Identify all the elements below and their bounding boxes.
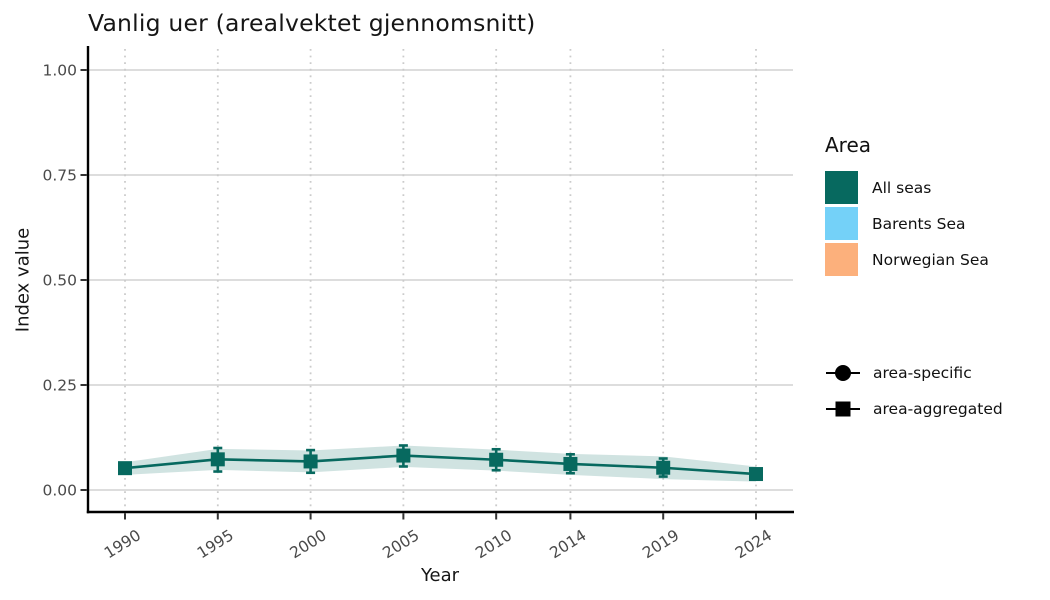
legend-item-area-aggregated: area-aggregated	[825, 395, 1003, 423]
data-point-marker	[118, 461, 132, 476]
confidence-ribbon	[125, 445, 756, 482]
legend-item-area-specific: area-specific	[825, 359, 1003, 387]
square-marker-icon	[826, 401, 860, 417]
y-tick-label: 1.00	[42, 62, 77, 80]
data-point-marker	[396, 448, 411, 463]
legend-item-label: area-specific	[873, 364, 972, 382]
legend-item-barents-sea: Barents Sea	[825, 207, 989, 240]
y-axis-title: Index value	[12, 227, 34, 333]
area-legend-title: Area	[825, 133, 872, 157]
data-point-marker	[489, 452, 504, 467]
x-tick-label: 2000	[287, 526, 330, 562]
legend-item-label: area-aggregated	[873, 400, 1003, 418]
legend-item-label: All seas	[872, 178, 932, 197]
y-tick-label: 0.25	[42, 377, 77, 395]
x-tick-label: 2019	[639, 526, 682, 562]
data-point-marker	[563, 456, 578, 471]
legend-item-norwegian-sea: Norwegian Sea	[825, 243, 989, 276]
x-tick-label: 2024	[732, 526, 775, 562]
barents-sea-swatch	[825, 207, 858, 240]
marker-type-legend: area-specific area-aggregated	[825, 359, 1003, 431]
legend-item-label: Barents Sea	[872, 214, 966, 233]
x-axis-title: Year	[420, 565, 460, 586]
circle-marker-icon	[826, 365, 860, 381]
x-tick-label: 2010	[472, 526, 515, 562]
x-tick-label: 2005	[380, 526, 423, 562]
y-tick-label: 0.00	[42, 482, 77, 500]
x-tick-label: 1995	[194, 526, 237, 562]
all-seas-swatch	[825, 171, 858, 204]
data-point-marker	[210, 452, 225, 467]
chart-title: Vanlig uer (arealvektet gjennomsnitt)	[88, 9, 536, 37]
plot-area: 0.00 0.25 0.50 0.75 1.00 1990 1995 2000 2005 2010…	[42, 46, 794, 562]
data-point-marker	[656, 460, 671, 475]
norwegian-sea-swatch	[825, 243, 858, 276]
y-tick-label: 0.75	[42, 167, 77, 185]
x-tick-label: 2014	[547, 526, 590, 562]
legend-item-all-seas: All seas	[825, 171, 989, 204]
data-point-marker	[303, 454, 318, 469]
area-legend: Area All seas Barents Sea Norwegian Sea	[825, 133, 989, 279]
legend-item-label: Norwegian Sea	[872, 250, 989, 269]
series-line	[124, 454, 757, 476]
y-tick-label: 0.50	[42, 272, 77, 290]
x-tick-label: 1990	[101, 526, 144, 562]
data-point-marker	[749, 467, 763, 482]
